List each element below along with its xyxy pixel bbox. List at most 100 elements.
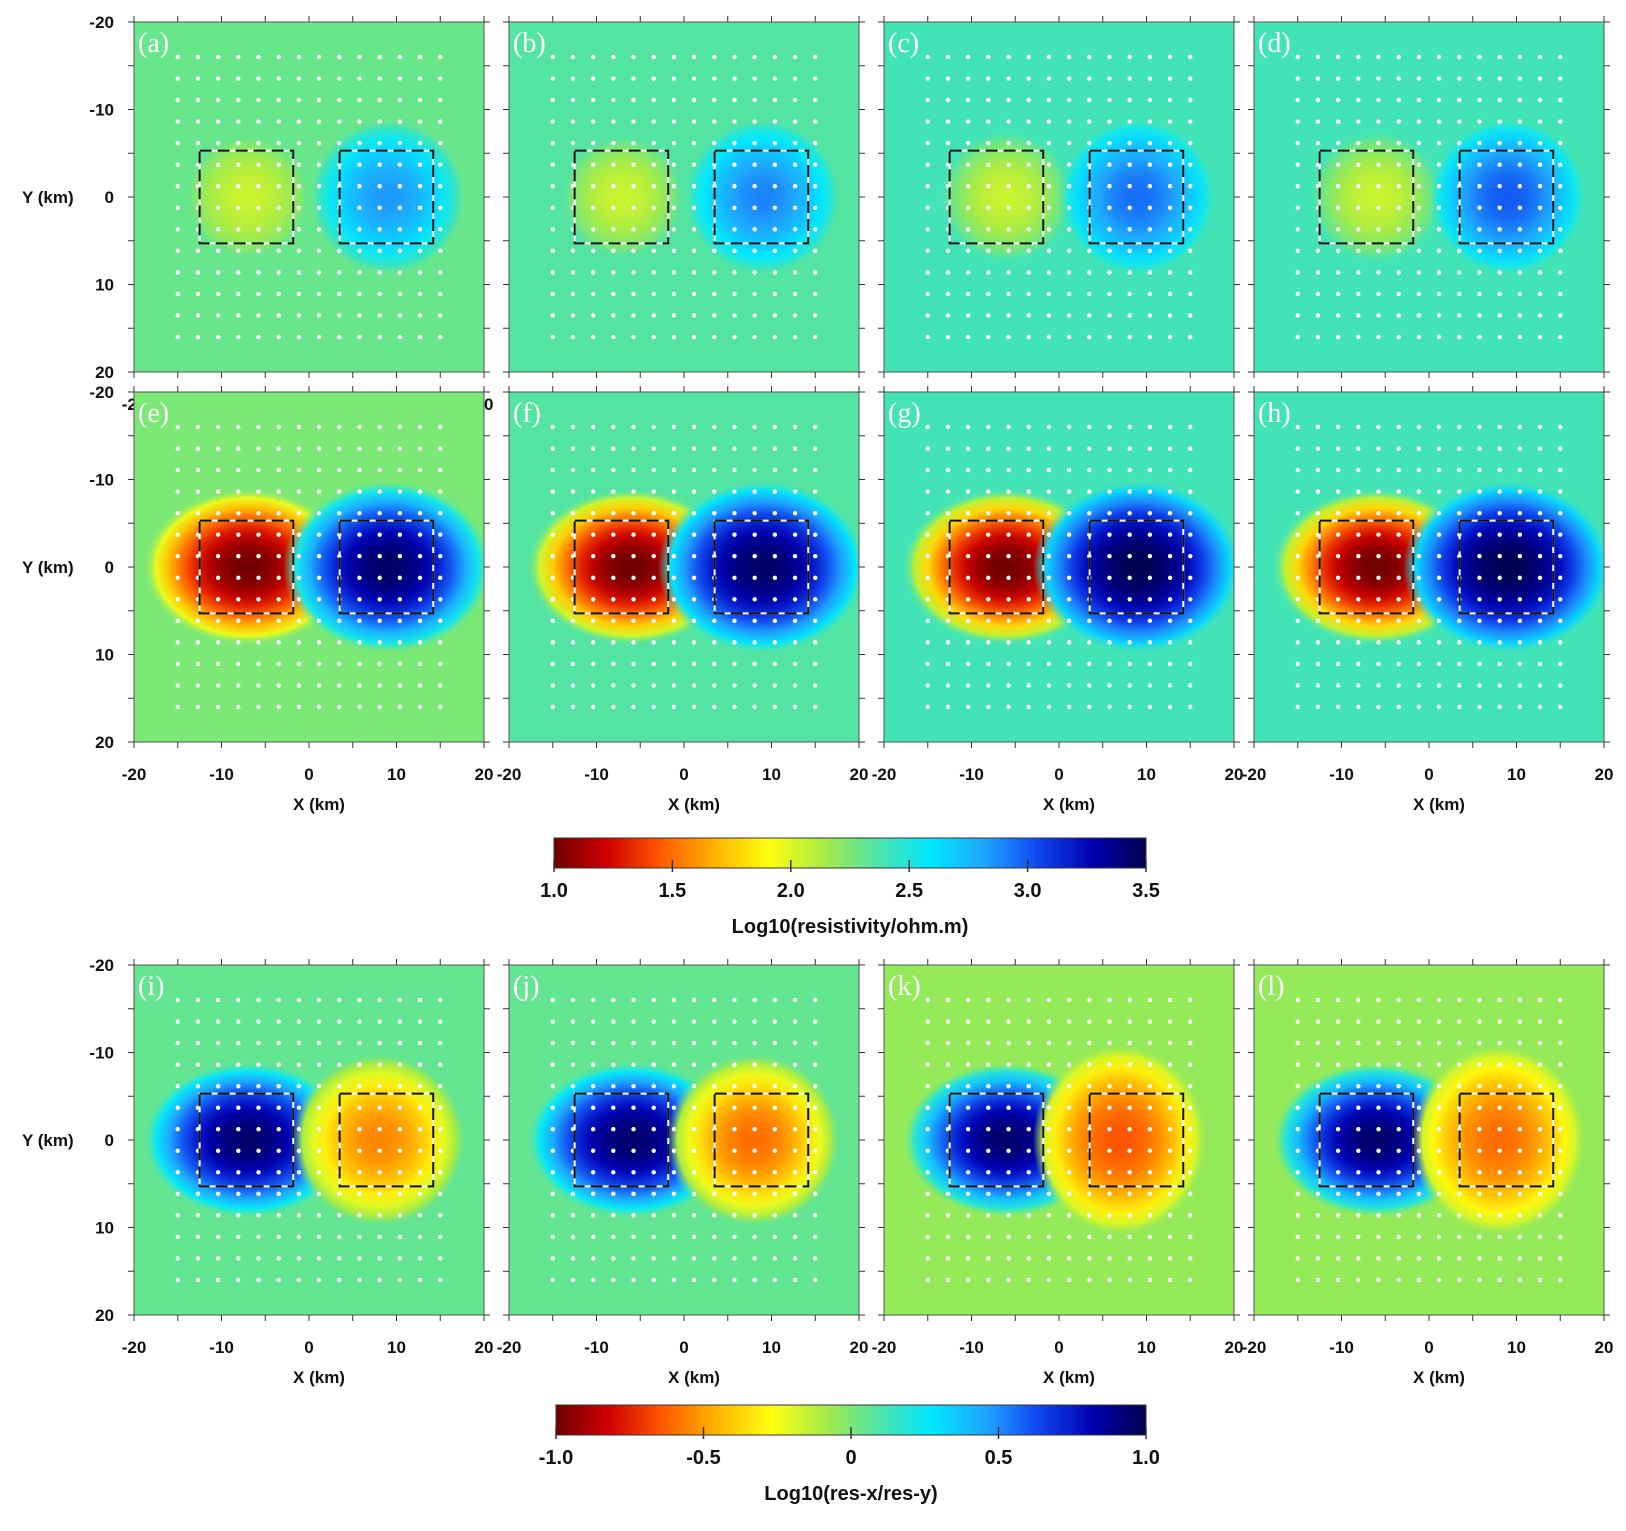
station-dot — [1537, 1148, 1543, 1153]
anomalies — [526, 1052, 842, 1228]
station-dot — [357, 597, 362, 602]
station-dot — [1167, 248, 1173, 254]
station-dot — [691, 510, 697, 516]
station-dot — [215, 467, 221, 473]
station-dot — [1457, 640, 1462, 645]
station-dot — [732, 683, 737, 688]
station-dot — [772, 1040, 778, 1046]
station-dot — [175, 1019, 180, 1024]
y-axis-title: Y (km) — [22, 1131, 74, 1150]
x-tick-label: -10 — [1329, 1338, 1354, 1357]
station-dot — [1497, 1277, 1502, 1283]
station-dot — [1026, 510, 1031, 516]
station-dot — [1497, 1040, 1502, 1046]
station-dot — [813, 997, 818, 1003]
station-dot — [337, 640, 342, 645]
station-dot — [631, 227, 636, 232]
station-dot — [1497, 467, 1502, 473]
station-dot — [215, 618, 221, 624]
station-dot — [1046, 248, 1052, 254]
station-dot — [438, 205, 443, 210]
station-dot — [397, 1019, 403, 1024]
station-dot — [570, 313, 576, 318]
station-dot — [1087, 54, 1092, 60]
station-dot — [316, 140, 322, 146]
station-dot — [357, 510, 362, 516]
station-dot — [792, 1062, 798, 1067]
station-dot — [1147, 97, 1153, 103]
station-dot — [570, 1234, 576, 1240]
station-dot — [256, 489, 261, 494]
station-dot — [1026, 597, 1031, 602]
station-dot — [1188, 1191, 1193, 1197]
station-dot — [417, 661, 423, 667]
station-dot — [1376, 510, 1381, 516]
station-dot — [1558, 1256, 1563, 1261]
station-dot — [1107, 313, 1112, 318]
station-dot — [1295, 97, 1300, 103]
station-dot — [986, 997, 991, 1003]
station-dot — [651, 97, 656, 103]
station-dot — [1167, 205, 1173, 210]
station-dot — [1356, 424, 1361, 430]
station-dot — [752, 683, 757, 688]
station-dot — [438, 1234, 443, 1240]
station-dot — [256, 446, 261, 451]
station-dot — [1335, 1062, 1341, 1067]
station-dot — [1066, 97, 1072, 103]
station-dot — [1006, 510, 1011, 516]
station-dot — [417, 997, 423, 1003]
station-dot — [611, 554, 616, 559]
station-dot — [590, 1148, 596, 1153]
station-dot — [1026, 554, 1031, 559]
station-dot — [175, 661, 180, 667]
station-dot — [1066, 489, 1072, 494]
station-dot — [236, 597, 241, 602]
station-dot — [1416, 467, 1422, 473]
station-dot — [1066, 510, 1072, 516]
station-dot — [986, 446, 991, 451]
station-dot — [337, 270, 342, 275]
station-dot — [1127, 1170, 1132, 1175]
station-dot — [397, 1191, 403, 1197]
station-dot — [438, 1170, 443, 1175]
station-dot — [1315, 140, 1321, 146]
station-dot — [316, 205, 322, 210]
station-dot — [195, 1256, 201, 1261]
station-dot — [417, 446, 423, 451]
station-dot — [1147, 313, 1153, 318]
station-dot — [1335, 997, 1341, 1003]
station-dot — [1127, 334, 1132, 340]
station-dot — [631, 162, 636, 167]
station-dot — [357, 1127, 362, 1132]
station-dot — [397, 205, 403, 210]
station-dot — [1046, 140, 1052, 146]
station-dot — [1457, 1040, 1462, 1046]
station-dot — [611, 618, 616, 624]
station-dot — [671, 1062, 677, 1067]
station-dot — [236, 554, 241, 559]
stations — [550, 54, 818, 340]
station-dot — [965, 618, 971, 624]
station-dot — [215, 1062, 221, 1067]
station-dot — [752, 1105, 757, 1110]
station-dot — [813, 248, 818, 254]
station-dot — [316, 1040, 322, 1046]
anomaly-blob — [666, 1052, 842, 1228]
station-dot — [1477, 205, 1482, 210]
station-dot — [671, 1019, 677, 1024]
station-dot — [256, 424, 261, 430]
station-dot — [316, 162, 322, 167]
station-dot — [1457, 446, 1462, 451]
station-dot — [671, 597, 677, 602]
station-dot — [752, 424, 757, 430]
station-dot — [925, 997, 930, 1003]
station-dot — [438, 76, 443, 81]
station-dot — [1396, 661, 1401, 667]
station-dot — [1356, 446, 1361, 451]
station-dot — [550, 1213, 555, 1218]
station-dot — [438, 248, 443, 254]
station-dot — [1006, 1105, 1011, 1110]
station-dot — [1558, 1062, 1563, 1067]
station-dot — [1006, 997, 1011, 1003]
